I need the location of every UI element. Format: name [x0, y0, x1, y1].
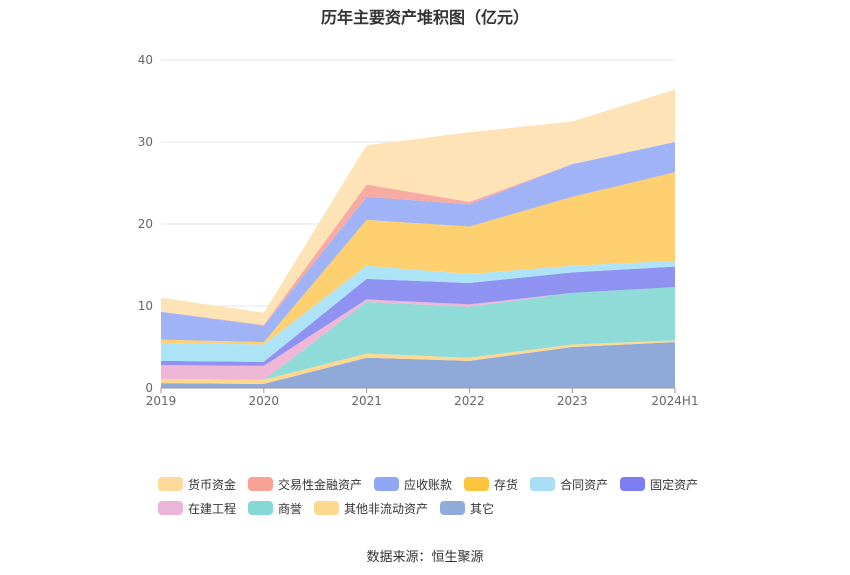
legend-item[interactable]: 交易性金融资产	[248, 476, 362, 493]
legend-label: 其它	[470, 501, 495, 516]
area-series	[161, 89, 675, 325]
x-tick-label: 2021	[351, 394, 382, 408]
legend-swatch	[530, 477, 556, 491]
data-source: 数据来源：恒生聚源	[366, 550, 484, 565]
area-series	[161, 266, 675, 366]
y-tick-label: 40	[138, 53, 153, 67]
legend-swatch	[464, 477, 490, 491]
y-tick-label: 20	[138, 217, 153, 231]
x-tick-label: 2022	[454, 394, 485, 408]
legend: 货币资金 交易性金融资产 应收账款 存货 合同资产 固定资产 在建工程 商誉 其他非流动资产 其…	[158, 472, 718, 520]
legend-label: 合同资产	[560, 477, 609, 492]
area-series	[161, 340, 675, 384]
legend-label: 固定资产	[650, 477, 699, 492]
area-series	[161, 142, 675, 343]
legend-item[interactable]: 其他非流动资产	[314, 500, 428, 517]
legend-row: 在建工程 商誉 其他非流动资产 其它	[158, 496, 718, 520]
y-tick-label: 10	[138, 299, 153, 313]
x-tick-label: 2020	[249, 394, 280, 408]
legend-item[interactable]: 合同资产	[530, 476, 608, 493]
legend-item[interactable]: 在建工程	[158, 500, 236, 517]
area-series	[161, 342, 675, 388]
legend-label: 交易性金融资产	[278, 477, 363, 492]
legend-swatch	[314, 501, 340, 515]
legend-swatch	[440, 501, 466, 515]
area-series	[161, 287, 675, 380]
legend-item[interactable]: 商誉	[248, 500, 302, 517]
y-tick-label: 0	[145, 381, 153, 395]
legend-label: 其他非流动资产	[344, 501, 429, 516]
legend-swatch	[248, 477, 274, 491]
legend-swatch	[248, 501, 274, 515]
legend-label: 存货	[494, 477, 519, 492]
legend-swatch	[158, 501, 183, 515]
legend-swatch	[374, 477, 400, 491]
x-tick-label: 2024H1	[651, 394, 698, 408]
legend-item[interactable]: 存货	[464, 476, 518, 493]
legend-item[interactable]: 应收账款	[374, 476, 452, 493]
legend-label: 货币资金	[188, 477, 237, 492]
legend-item[interactable]: 货币资金	[158, 476, 236, 493]
x-tick-label: 2023	[557, 394, 588, 408]
legend-item[interactable]: 其它	[440, 500, 494, 517]
legend-label: 在建工程	[188, 501, 237, 516]
legend-label: 应收账款	[404, 477, 453, 492]
legend-swatch	[158, 477, 183, 491]
chart-title: 历年主要资产堆积图（亿元）	[320, 8, 529, 27]
legend-item[interactable]: 固定资产	[620, 476, 698, 493]
legend-label: 商誉	[278, 501, 303, 516]
legend-row: 货币资金 交易性金融资产 应收账款 存货 合同资产 固定资产	[158, 472, 718, 496]
area-series	[161, 287, 675, 380]
legend-swatch	[620, 477, 646, 491]
area-series	[161, 260, 675, 362]
x-tick-label: 2019	[146, 394, 177, 408]
y-tick-label: 30	[138, 135, 153, 149]
area-series	[161, 172, 675, 345]
